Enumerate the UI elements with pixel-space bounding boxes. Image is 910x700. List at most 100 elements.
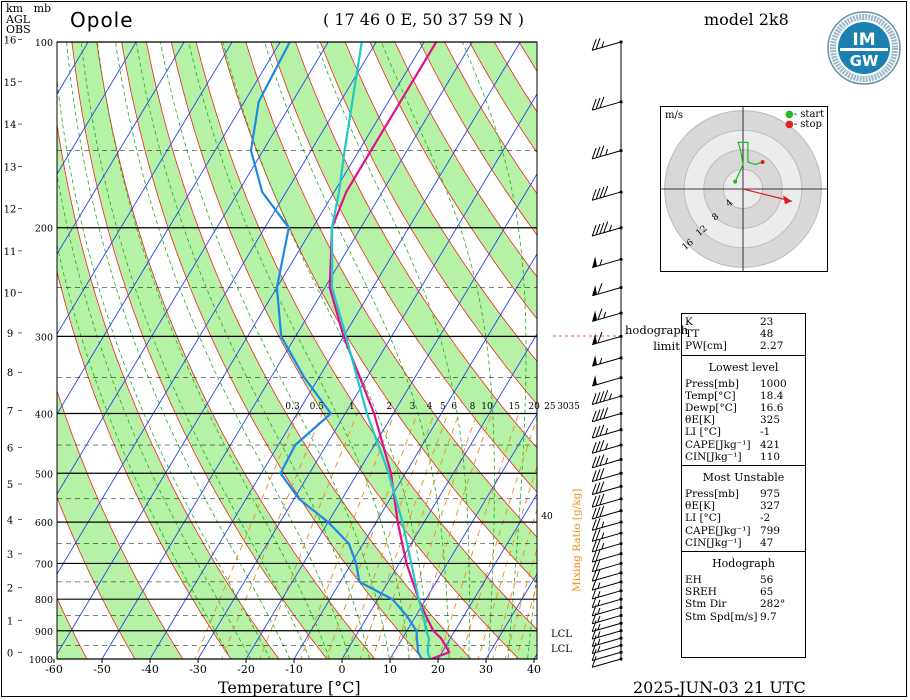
mixing-ratio-label: 1 [349, 402, 355, 412]
index-value: 16.6 [760, 402, 784, 415]
index-key: SREH [685, 586, 717, 599]
x-tick-label: 20 [431, 663, 445, 676]
wind-barbs [591, 38, 623, 668]
wind-barb [591, 505, 623, 520]
plot-border [56, 41, 538, 660]
isotherm-line [57, 42, 185, 255]
wind-barb [591, 549, 623, 563]
index-value: -1 [760, 426, 771, 439]
index-row: CAPE[Jkg⁻¹] 799 [685, 525, 802, 537]
mixing-ratio-label: 30 [557, 402, 569, 412]
height-tick-label: 7 [7, 406, 13, 417]
index-row: θE[K] 327 [685, 500, 802, 512]
moist-adiabat-line [97, 42, 331, 659]
index-key: EH [685, 574, 702, 587]
index-value: 1000 [760, 377, 787, 390]
wind-barb [591, 539, 623, 553]
isotherm-line [57, 42, 281, 415]
wind-barb [591, 424, 623, 439]
isotherm-line [389, 413, 537, 659]
x-tick-label: 40 [527, 663, 541, 676]
wind-barb [591, 568, 623, 582]
height-tick-label: 0 [7, 649, 13, 660]
moist-adiabat-line [160, 42, 390, 659]
mixing-ratio-label: 25 [544, 402, 556, 412]
index-key: CAPE[Jkg⁻¹] [685, 438, 751, 451]
dry-band [419, 42, 537, 236]
mixing-ratio-axis-label: Mixing Ratio [g/kg] [571, 489, 583, 592]
wind-barb [591, 38, 623, 51]
index-value: -2 [760, 512, 771, 525]
legend-start: - start [793, 109, 825, 120]
index-row: K 23 [685, 316, 802, 328]
index-key: CIN[Jkg⁻¹] [685, 450, 742, 463]
wind-barb [592, 308, 623, 322]
dry-band [469, 42, 537, 153]
mixing-ratio-label: 35 [568, 402, 580, 412]
index-value: 421 [760, 438, 781, 451]
index-row: Press[mb] 1000 [685, 378, 802, 390]
dry-band [320, 42, 537, 405]
pressure-tick-label: 500 [35, 469, 53, 480]
moist-adiabat-line [66, 42, 291, 659]
height-tick-label: 5 [7, 480, 13, 491]
mixing-ratio-line [504, 547, 537, 659]
wind-barb [591, 493, 623, 508]
index-key: PW[cm] [685, 340, 727, 353]
mixing-ratio-label: 5 [440, 402, 446, 412]
wind-barb [591, 649, 623, 661]
wind-barb [591, 439, 623, 454]
index-row: LI [°C] -1 [685, 426, 802, 438]
mixing-ratio-label: 3 [410, 402, 416, 412]
index-value: 110 [760, 450, 781, 463]
x-tick-label: -50 [93, 663, 111, 676]
mixing-ratio-40-label: 40 [541, 512, 553, 522]
moist-adiabat-line [115, 42, 351, 659]
wind-barb [592, 355, 623, 367]
mixing-ratio-line [392, 413, 478, 659]
pressure-tick-label: 100 [35, 38, 53, 49]
unit-km: km [6, 2, 24, 15]
index-value: 799 [760, 524, 781, 537]
pressure-tick-label: 1000 [29, 655, 53, 666]
wind-barb [592, 374, 623, 387]
wind-barb [591, 579, 623, 591]
height-tick-label: 8 [7, 368, 13, 379]
dry-adiabat-line [220, 42, 537, 584]
index-key: Temp[°C] [685, 389, 736, 402]
isotherm-line [149, 42, 521, 659]
hodograph-unit: m/s [665, 110, 683, 121]
dry-adiabat-line [57, 496, 136, 659]
index-key: Press[mb] [685, 488, 739, 501]
model-label: model 2k8 [704, 10, 789, 29]
index-row: LI [°C] -2 [685, 512, 802, 524]
index-value: 2.27 [760, 340, 784, 353]
most-unstable-title: Most Unstable [702, 471, 785, 485]
height-tick-label: 14 [4, 120, 17, 131]
hodograph-start [733, 179, 738, 184]
moist-adiabat-line [57, 76, 271, 659]
storm-motion-vector [742, 188, 793, 202]
index-key: CAPE[Jkg⁻¹] [685, 524, 751, 537]
dry-adiabats [57, 42, 537, 659]
x-axis-label: Temperature [°C] [218, 678, 361, 697]
isotherm-line [245, 173, 537, 659]
logo-text-bottom: GW [850, 52, 879, 70]
isotherm-line [57, 42, 137, 175]
lowest-level-section: Lowest level Press[mb] 1000 Temp[°C] 18.4 De… [682, 356, 805, 467]
profile-series [249, 42, 451, 659]
hodograph-index-title: Hodograph [712, 557, 775, 571]
mixing-ratio-label: 0.5 [310, 402, 325, 412]
dry-adiabat-line [121, 42, 424, 659]
mixing-ratio-line [460, 416, 537, 659]
dry-adiabat-line [295, 42, 537, 449]
index-key: Stm Spd[m/s] [685, 610, 758, 623]
wind-barb [591, 518, 623, 531]
mixing-ratio-label: 4 [427, 402, 433, 412]
mixing-ratio-lines [194, 413, 537, 659]
wind-barb [591, 96, 623, 111]
mixing-ratio-line [492, 508, 537, 659]
height-tick-label: 12 [4, 205, 17, 216]
mixing-ratio-label: 6 [451, 402, 457, 412]
